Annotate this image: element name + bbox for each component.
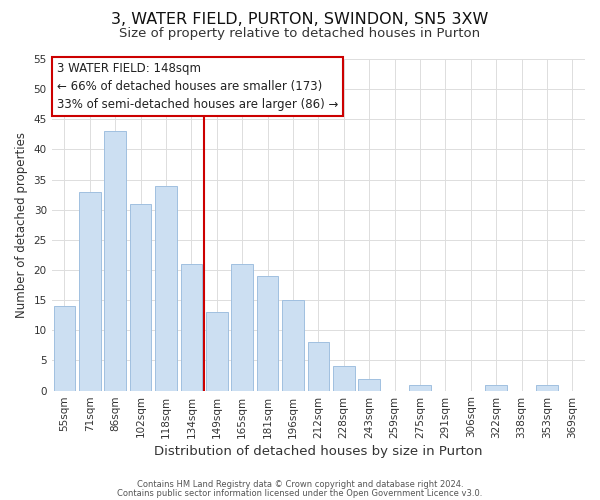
Bar [282, 300, 304, 390]
Text: 3 WATER FIELD: 148sqm
← 66% of detached houses are smaller (173)
33% of semi-det: 3 WATER FIELD: 148sqm ← 66% of detached … [57, 62, 338, 111]
Bar [232, 264, 253, 390]
Bar [257, 276, 278, 390]
Bar [53, 306, 75, 390]
Bar [206, 312, 227, 390]
Bar [79, 192, 101, 390]
Bar [104, 132, 126, 390]
Y-axis label: Number of detached properties: Number of detached properties [15, 132, 28, 318]
Bar [130, 204, 151, 390]
Text: Contains public sector information licensed under the Open Government Licence v3: Contains public sector information licen… [118, 488, 482, 498]
Bar [155, 186, 177, 390]
Text: Size of property relative to detached houses in Purton: Size of property relative to detached ho… [119, 28, 481, 40]
Bar [409, 384, 431, 390]
Text: 3, WATER FIELD, PURTON, SWINDON, SN5 3XW: 3, WATER FIELD, PURTON, SWINDON, SN5 3XW [112, 12, 488, 28]
Bar [181, 264, 202, 390]
Bar [485, 384, 507, 390]
Bar [308, 342, 329, 390]
Bar [536, 384, 557, 390]
Bar [358, 378, 380, 390]
Bar [333, 366, 355, 390]
X-axis label: Distribution of detached houses by size in Purton: Distribution of detached houses by size … [154, 444, 482, 458]
Text: Contains HM Land Registry data © Crown copyright and database right 2024.: Contains HM Land Registry data © Crown c… [137, 480, 463, 489]
